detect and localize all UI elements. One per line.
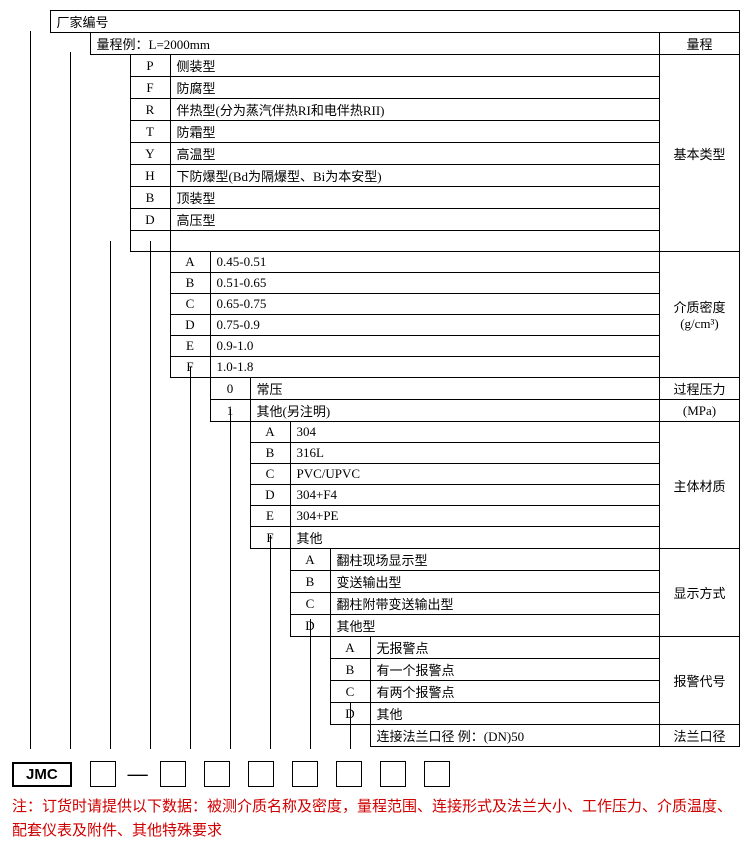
density-label: 介质密度(g/cm³) — [659, 252, 739, 378]
code-box-1 — [90, 761, 116, 787]
prefix-box: JMC — [12, 762, 72, 787]
code-box-3 — [204, 761, 230, 787]
bt-code: P — [130, 55, 170, 77]
range-col-label: 量程 — [659, 33, 739, 55]
ordering-code-diagram: 厂家编号 量程例：L=2000mm 量程 P 侧装型 基本类型 F防腐型 R伴热… — [10, 10, 740, 843]
dash-icon: — — [128, 763, 148, 786]
manufacturer-label: 厂家编号 — [50, 11, 740, 33]
code-box-2 — [160, 761, 186, 787]
ordering-note: 注：订货时请提供以下数据：被测介质名称及密度，量程范围、连接形式及法兰大小、工作… — [10, 795, 740, 843]
code-boxes-row: JMC — — [10, 761, 740, 787]
display-label: 显示方式 — [659, 549, 739, 637]
code-box-7 — [380, 761, 406, 787]
code-box-8 — [424, 761, 450, 787]
code-table: 厂家编号 量程例：L=2000mm 量程 P 侧装型 基本类型 F防腐型 R伴热… — [10, 10, 740, 747]
range-example: 量程例：L=2000mm — [90, 33, 659, 55]
bt-desc: 侧装型 — [170, 55, 659, 77]
flange-label: 法兰口径 — [659, 725, 739, 747]
basic-type-label: 基本类型 — [659, 55, 739, 252]
code-box-6 — [336, 761, 362, 787]
code-box-5 — [292, 761, 318, 787]
material-label: 主体材质 — [659, 422, 739, 549]
alarm-label: 报警代号 — [659, 637, 739, 725]
flange-desc: 连接法兰口径 例：(DN)50 — [370, 725, 659, 747]
code-box-4 — [248, 761, 274, 787]
